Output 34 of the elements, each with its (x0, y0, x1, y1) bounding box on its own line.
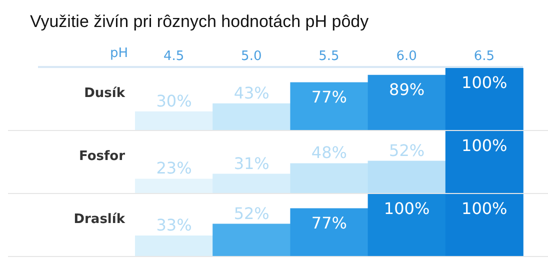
x-tick-label: 6.0 (396, 49, 417, 64)
data-label: 43% (234, 83, 270, 102)
bar (290, 82, 368, 130)
y-axis-title: Draslík (72, 212, 125, 227)
bar (212, 174, 291, 193)
data-label: 100% (462, 73, 508, 92)
data-label: 31% (234, 154, 270, 173)
data-label: 30% (156, 91, 192, 110)
data-label: 33% (156, 216, 192, 235)
x-tick-label: 6.5 (474, 49, 495, 64)
bar (135, 236, 213, 256)
data-label: 100% (462, 199, 508, 218)
y-axis-title: Fosfor (78, 149, 125, 164)
x-tick-label: 4.5 (163, 49, 184, 64)
x-axis-title: pH (108, 46, 128, 61)
data-label: 100% (462, 136, 508, 155)
bar (135, 178, 213, 193)
x-tick-label: 5.5 (318, 49, 340, 64)
bar (212, 224, 291, 256)
bar (135, 111, 213, 130)
chart-title: Využitie živín pri rôznych hodnotách pH pôdy (29, 11, 370, 33)
x-tick-label: 5.0 (241, 49, 262, 64)
data-label: 48% (311, 143, 347, 162)
data-label: 23% (156, 158, 192, 178)
data-label: 52% (389, 140, 425, 160)
bar (368, 74, 446, 130)
bar (212, 103, 291, 130)
data-label: 52% (234, 204, 270, 223)
data-label: 89% (389, 80, 425, 99)
bar (290, 208, 368, 256)
data-label: 77% (311, 213, 347, 232)
y-axis-title: Dusík (83, 86, 125, 101)
data-label: 100% (384, 199, 430, 218)
data-label: 77% (311, 87, 347, 106)
